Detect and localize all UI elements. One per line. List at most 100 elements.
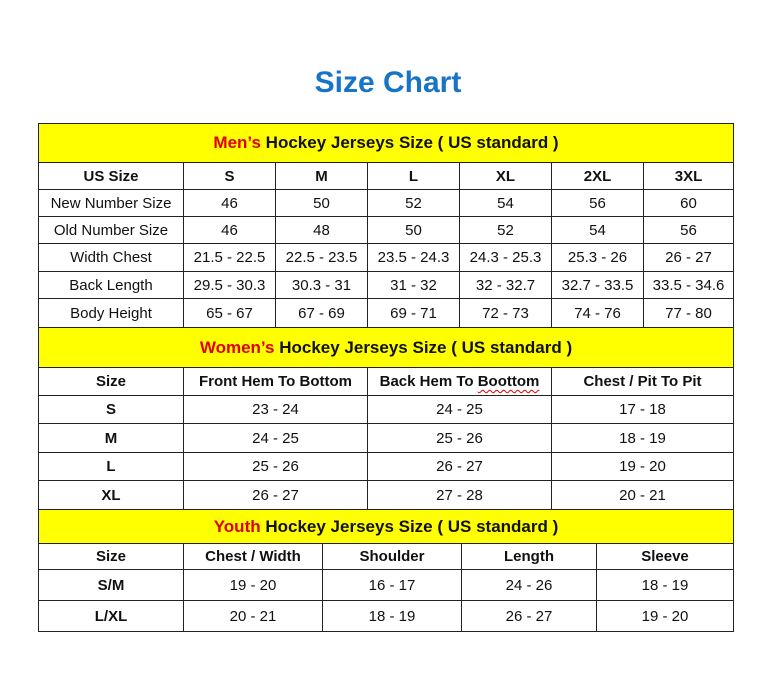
column-header: M — [275, 162, 368, 190]
cell-text: 60 — [680, 194, 697, 212]
table-row: XL 26 - 27 27 - 28 20 - 21 — [38, 480, 734, 510]
column-header: Chest / Pit To Pit — [551, 367, 734, 396]
table-cell: 52 — [367, 189, 460, 217]
cell-text: 26 - 27 — [436, 458, 483, 475]
cell-text: Old Number Size — [53, 221, 169, 239]
cell-text: 20 - 21 — [619, 486, 666, 504]
cell-text: 18 - 19 — [368, 607, 416, 625]
cell-text: L — [106, 458, 116, 475]
table-cell: 19 - 20 — [183, 569, 323, 601]
column-header: Chest / Width — [183, 543, 323, 570]
cell-text: 27 - 28 — [436, 486, 483, 504]
table-cell: 46 — [183, 189, 276, 217]
cell-text: L/XL — [94, 607, 128, 625]
table-cell: 25 - 26 — [367, 423, 552, 453]
cell-text: 31 - 32 — [390, 276, 437, 294]
table-cell: 30.3 - 31 — [275, 271, 368, 299]
cell-text: 25.3 - 26 — [567, 249, 628, 266]
table-cell: 18 - 19 — [322, 600, 462, 632]
mens-size-table: Men’s Hockey Jerseys Size ( US standard … — [38, 123, 734, 328]
table-row: Old Number Size 46 48 50 52 54 56 — [38, 216, 734, 244]
cell-text: 69 - 71 — [390, 304, 437, 322]
spellcheck-word: Boottom — [477, 373, 540, 390]
table-cell: Width Chest — [38, 243, 184, 272]
heading-highlight: Women’s — [199, 337, 275, 357]
cell-text: Sleeve — [641, 548, 689, 565]
table-row: S 23 - 24 24 - 25 17 - 18 — [38, 395, 734, 424]
cell-text: M — [104, 429, 118, 447]
column-header: L — [367, 162, 460, 190]
cell-text: 25 - 26 — [252, 458, 299, 475]
cell-text: 65 - 67 — [206, 304, 253, 322]
cell-text: Front Hem To Bottom — [198, 373, 353, 390]
cell-text: 52 — [405, 194, 422, 212]
cell-text: S — [105, 401, 116, 418]
table-cell: 31 - 32 — [367, 271, 460, 299]
cell-text: 77 - 80 — [665, 304, 712, 322]
cell-text: 24.3 - 25.3 — [469, 249, 542, 266]
table-cell: 24 - 26 — [461, 569, 597, 601]
cell-text: 26 - 27 — [665, 249, 712, 266]
cell-text: 50 — [313, 194, 330, 212]
table-cell: Back Length — [38, 271, 184, 299]
table-cell: 24 - 25 — [183, 423, 368, 453]
table-cell: 74 - 76 — [551, 298, 644, 328]
table-cell: M — [38, 423, 184, 453]
cell-text: 52 — [497, 221, 514, 239]
table-cell: Old Number Size — [38, 216, 184, 244]
column-header: US Size — [38, 162, 184, 190]
cell-text: 3XL — [674, 167, 703, 185]
table-cell: 48 — [275, 216, 368, 244]
cell-text: 23.5 - 24.3 — [377, 249, 450, 266]
table-cell: 18 - 19 — [551, 423, 734, 453]
column-header: 3XL — [643, 162, 734, 190]
cell-text: 18 - 19 — [641, 576, 689, 594]
cell-text: Size — [95, 373, 126, 390]
cell-text: 32.7 - 33.5 — [561, 276, 634, 294]
table-cell: 60 — [643, 189, 734, 217]
heading-text: Hockey Jerseys Size ( US standard ) — [274, 337, 573, 357]
cell-text: S — [224, 167, 235, 185]
cell-text: 74 - 76 — [574, 304, 621, 322]
cell-text: Chest / Width — [205, 548, 301, 565]
table-cell: 32 - 32.7 — [459, 271, 552, 299]
womens-size-table: Women’s Hockey Jerseys Size ( US standar… — [38, 327, 734, 510]
table-row: M 24 - 25 25 - 26 18 - 19 — [38, 423, 734, 453]
heading-text: Hockey Jerseys Size ( US standard ) — [260, 516, 559, 536]
column-header-row: US Size S M L XL 2XL 3XL — [38, 162, 734, 190]
table-cell: 56 — [551, 189, 644, 217]
cell-text: Width Chest — [70, 249, 152, 266]
table-cell: S — [38, 395, 184, 424]
table-cell: 20 - 21 — [551, 480, 734, 510]
table-cell: 72 - 73 — [459, 298, 552, 328]
cell-text: Back Hem To Boottom — [379, 373, 540, 390]
heading-highlight: Youth — [213, 516, 261, 536]
table-cell: 25 - 26 — [183, 452, 368, 481]
table-cell: L/XL — [38, 600, 184, 632]
column-header: Back Hem To Boottom — [367, 367, 552, 396]
heading-highlight: Men’s — [213, 133, 261, 152]
cell-text: 56 — [589, 194, 606, 212]
table-cell: 67 - 69 — [275, 298, 368, 328]
cell-text: 20 - 21 — [229, 607, 277, 625]
cell-text: 26 - 27 — [252, 486, 299, 504]
table-cell: New Number Size — [38, 189, 184, 217]
cell-text: 48 — [313, 221, 330, 239]
table-cell: 23 - 24 — [183, 395, 368, 424]
table-cell: 29.5 - 30.3 — [183, 271, 276, 299]
cell-text: Back Length — [69, 276, 153, 294]
cell-text: 54 — [497, 194, 514, 212]
table-cell: 17 - 18 — [551, 395, 734, 424]
cell-text: Length — [504, 548, 554, 565]
cell-text: XL — [495, 167, 516, 185]
table-cell: 54 — [459, 189, 552, 217]
cell-text: 30.3 - 31 — [291, 276, 352, 294]
cell-text: 24 - 25 — [252, 429, 299, 447]
cell-text: 22.5 - 23.5 — [285, 249, 358, 266]
page-title: Size Chart — [314, 66, 462, 99]
youth-section-heading: Youth Hockey Jerseys Size ( US standard … — [38, 509, 734, 544]
table-cell: 22.5 - 23.5 — [275, 243, 368, 272]
table-cell: 56 — [643, 216, 734, 244]
table-row: L/XL 20 - 21 18 - 19 26 - 27 19 - 20 — [38, 600, 734, 632]
cell-text: 23 - 24 — [252, 401, 299, 418]
